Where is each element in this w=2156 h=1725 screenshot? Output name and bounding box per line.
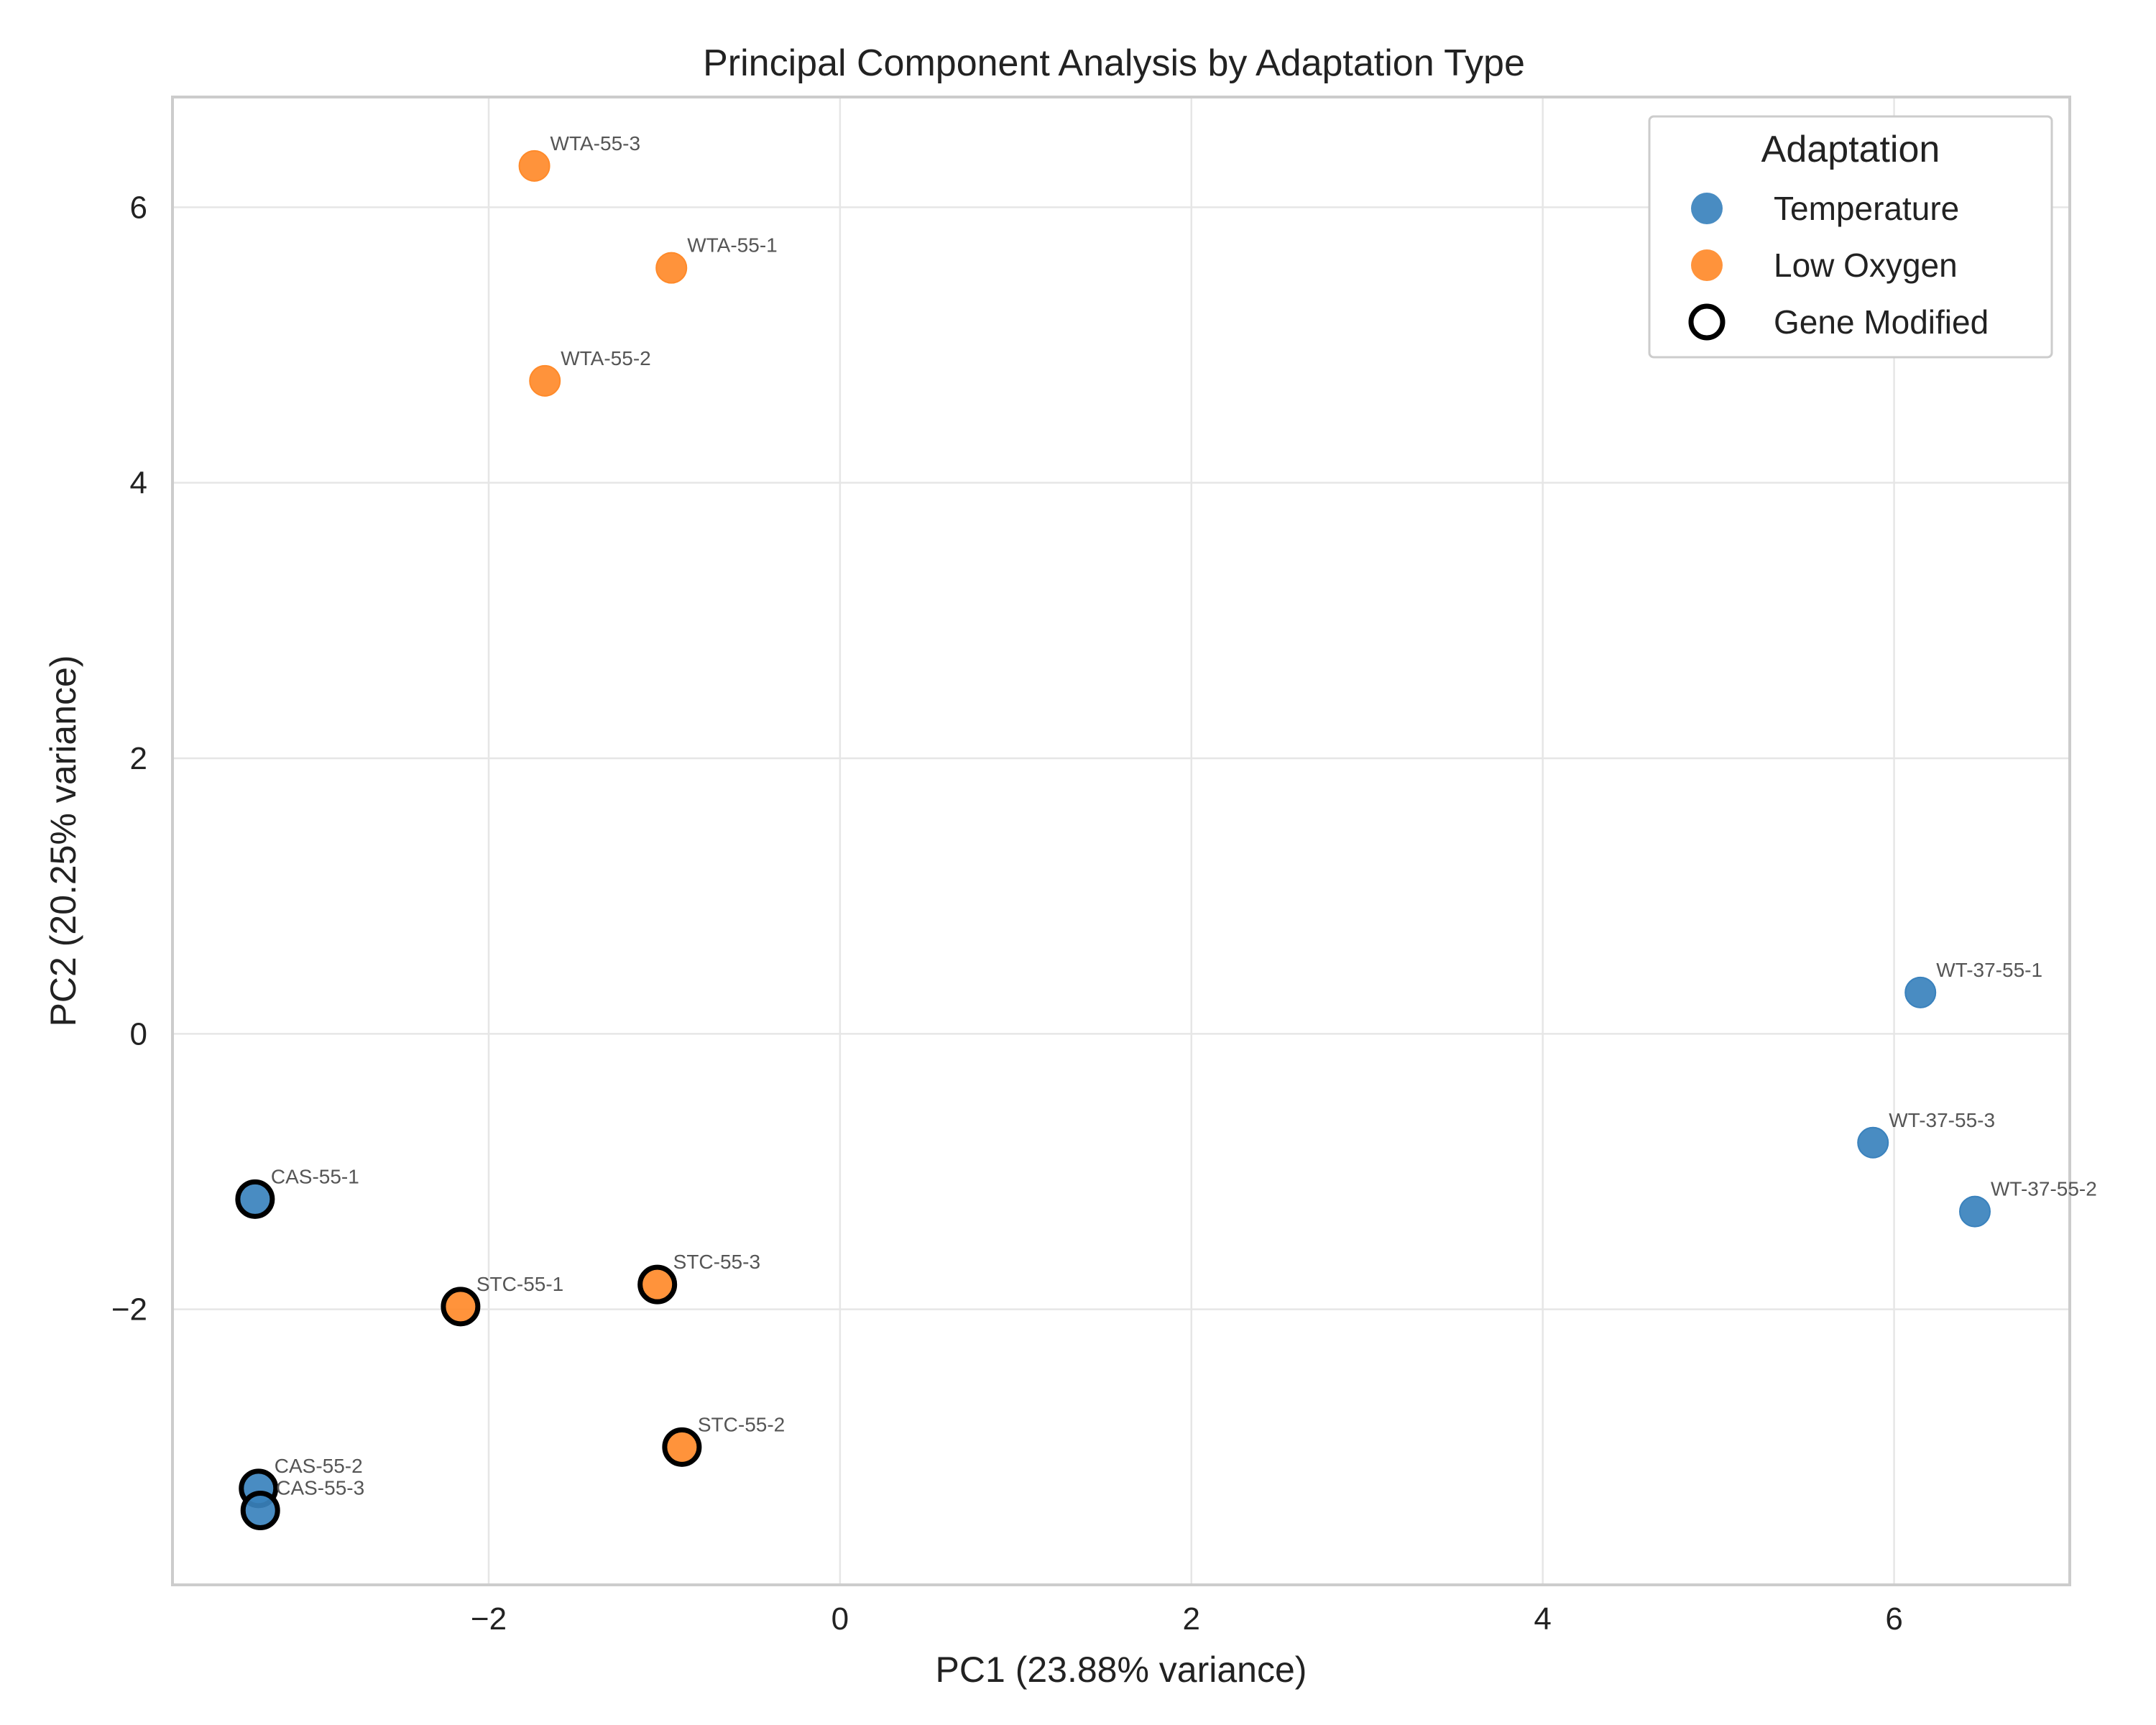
data-point-label: STC-55-2: [698, 1413, 785, 1435]
data-point: [662, 1427, 702, 1467]
y-tick-label: −2: [111, 1292, 147, 1328]
data-point-label: WT-37-55-2: [1991, 1178, 2097, 1200]
legend-marker: [1691, 193, 1723, 224]
data-point: [240, 1491, 280, 1530]
data-points: WT-37-55-1 WT-37-55-3 WT-37-55-2 CAS-55-1 CA…: [235, 132, 2097, 1530]
legend-entries: Temperature Low Oxygen Gene Modified: [1688, 190, 1989, 341]
legend-box: [1648, 115, 2053, 359]
y-axis-label: PC2 (20.25% variance): [43, 656, 83, 1027]
data-point-label: STC-55-1: [476, 1273, 563, 1295]
y-tick-label: 2: [130, 741, 147, 776]
data-point-label: CAS-55-3: [276, 1477, 364, 1499]
data-point: [637, 1264, 678, 1305]
plot-frame: [171, 96, 2071, 1586]
data-point-label: WTA-55-3: [550, 132, 641, 155]
data-point: [441, 1287, 481, 1327]
data-point: [1959, 1195, 1991, 1228]
y-tick-label: 4: [130, 466, 147, 501]
legend-marker: [1688, 303, 1726, 341]
legend-entry-label: Low Oxygen: [1774, 247, 1958, 284]
legend: Adaptation Temperature Low Oxygen Gene Mod…: [1648, 115, 2053, 359]
data-point-label: CAS-55-1: [271, 1165, 359, 1187]
x-axis-ticks: −2 0 2 4 6: [471, 1601, 1903, 1637]
legend-entry-label: Gene Modified: [1774, 303, 1989, 341]
data-point-label: CAS-55-2: [275, 1455, 363, 1477]
x-tick-label: 4: [1534, 1601, 1551, 1637]
chart-title: Principal Component Analysis by Adaptati…: [703, 42, 1525, 84]
y-axis-ticks: −2 0 2 4 6: [111, 190, 147, 1327]
data-point-label: STC-55-3: [673, 1251, 760, 1273]
data-point: [655, 252, 688, 284]
data-point: [235, 1179, 275, 1219]
legend-marker: [1691, 249, 1723, 281]
data-point: [518, 150, 550, 182]
data-point: [1904, 976, 1937, 1008]
x-tick-label: 0: [831, 1601, 849, 1637]
x-tick-label: −2: [471, 1601, 507, 1637]
legend-entry-label: Temperature: [1774, 190, 1959, 227]
data-point: [529, 364, 561, 397]
data-point-label: WT-37-55-3: [1889, 1109, 1995, 1131]
legend-title: Adaptation: [1761, 129, 1940, 170]
x-axis-label: PC1 (23.88% variance): [936, 1650, 1307, 1690]
x-tick-label: 2: [1183, 1601, 1200, 1637]
data-point-label: WTA-55-1: [687, 234, 777, 257]
data-point: [1857, 1126, 1889, 1159]
y-tick-label: 6: [130, 190, 147, 225]
data-point-label: WTA-55-2: [561, 347, 651, 369]
x-tick-label: 6: [1885, 1601, 1902, 1637]
y-tick-label: 0: [130, 1016, 147, 1052]
data-point-label: WT-37-55-1: [1936, 959, 2042, 981]
